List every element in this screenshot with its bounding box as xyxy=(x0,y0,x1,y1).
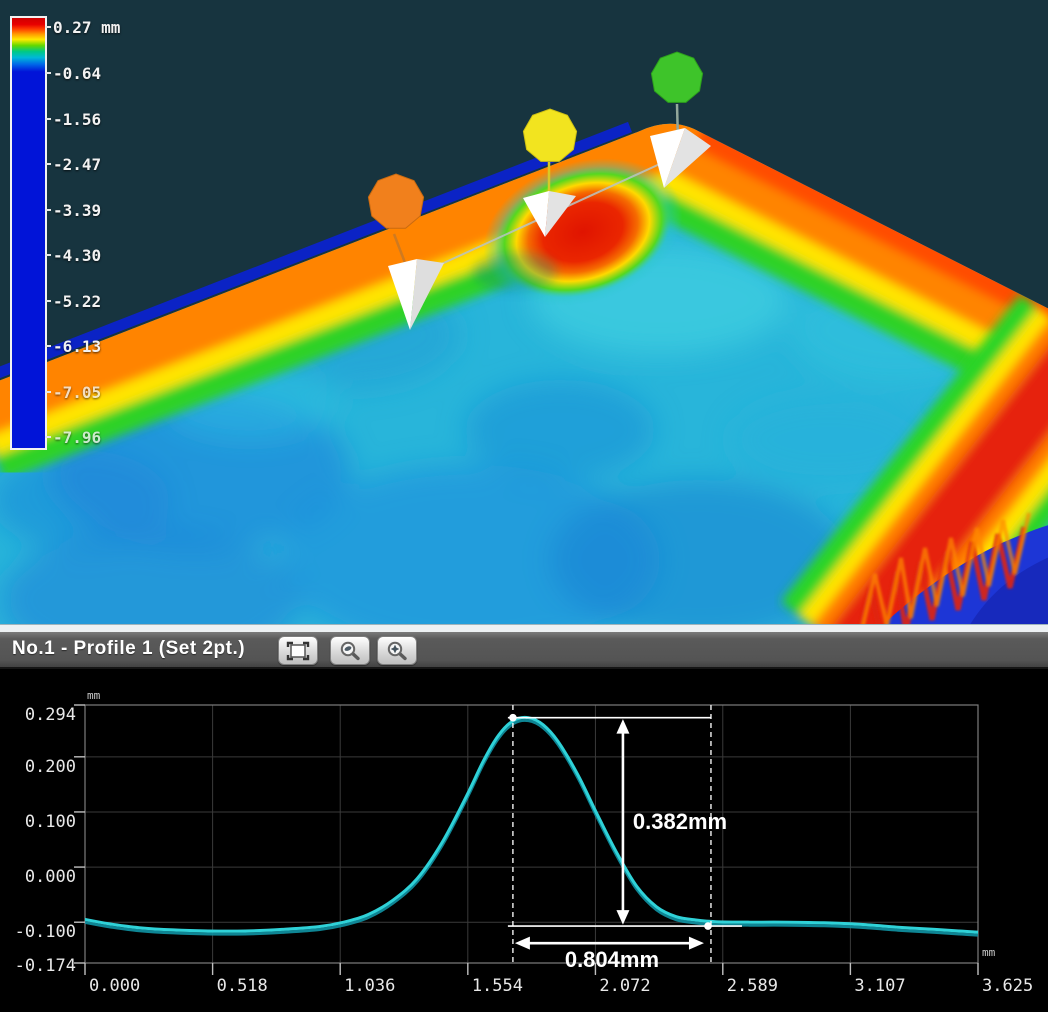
colorbar-tick-label: -0.64 xyxy=(53,64,102,83)
y-tick-label: 0.000 xyxy=(25,867,76,887)
plate-back-face-strip xyxy=(0,121,632,379)
edge-fringe xyxy=(853,512,1031,625)
marker-yellow[interactable] xyxy=(522,108,578,162)
colorbar-tick-label: -6.13 xyxy=(53,337,102,356)
measurement-pin-1[interactable] xyxy=(388,259,444,330)
colorbar-tick-label: -3.39 xyxy=(53,200,102,220)
colorbar-tick xyxy=(45,163,51,165)
colorbar-tick xyxy=(45,26,51,28)
colorbar-tick xyxy=(45,72,51,74)
height-colorbar xyxy=(10,16,47,450)
colorbar-tick-label: -7.96 xyxy=(53,428,102,447)
x-tick-label: 0.518 xyxy=(217,976,268,996)
height-measurement-label: 0.382mm xyxy=(633,809,727,834)
colorbar-tick-label: 0.27 mm xyxy=(53,18,121,37)
fit-view-icon xyxy=(286,641,310,660)
y-tick-label: 0.200 xyxy=(25,757,76,777)
edge-rainbow-bands xyxy=(0,123,1048,481)
heightmap-3d-scene xyxy=(0,51,1048,625)
chart-background xyxy=(0,669,1048,1012)
x-tick-label: 3.625 xyxy=(982,976,1033,996)
zoom-in-button[interactable] xyxy=(377,636,417,665)
x-tick-label: 2.589 xyxy=(727,976,778,996)
x-tick-label: 3.107 xyxy=(854,976,905,996)
axis-ticks xyxy=(74,704,979,975)
zoom-in-icon xyxy=(387,641,407,660)
colorbar-tick-label: -1.56 xyxy=(53,109,102,129)
base-plane-blue xyxy=(856,516,1048,625)
colorbar-tick xyxy=(45,299,51,302)
y-unit-label: mm xyxy=(87,689,101,702)
profile-window-titlebar: No.1 - Profile 1 (Set 2pt.) xyxy=(0,632,1048,669)
viewer-3d[interactable]: 0.27 mm -0.64 -1.56 -2.47 -3.39 -4.30 -5.22 -6.… xyxy=(0,0,1048,625)
y-tick-label: 0.294 xyxy=(25,705,76,725)
colorbar-tick xyxy=(45,436,51,438)
colorbar-tick-label: -2.47 xyxy=(53,155,102,174)
y-tick-label: -0.174 xyxy=(15,956,76,976)
x-unit-label: mm xyxy=(982,946,996,959)
y-tick-label: 0.100 xyxy=(25,812,76,832)
colorbar-tick xyxy=(45,254,51,256)
fit-view-button[interactable] xyxy=(278,636,318,665)
x-tick-label: 0.000 xyxy=(89,976,140,996)
colorbar-tick xyxy=(45,345,51,347)
profile-curve xyxy=(85,715,978,937)
colorbar-tick-label: -5.22 xyxy=(53,291,102,311)
marker-green[interactable] xyxy=(650,51,704,103)
window-divider xyxy=(0,624,1048,632)
colorbar-tick xyxy=(45,208,51,211)
x-tick-label: 1.554 xyxy=(472,976,523,996)
measurement-annotations: 0.382mm 0.804mm xyxy=(507,705,742,972)
plate-surface xyxy=(0,123,1048,625)
zoom-out-button[interactable] xyxy=(330,636,370,665)
colorbar-tick-label: -4.30 xyxy=(53,246,102,265)
near-edge-bands xyxy=(781,293,1048,625)
colorbar-tick-label: -7.05 xyxy=(53,382,102,402)
y-tick-label: -0.100 xyxy=(15,922,76,942)
profile-chart[interactable]: 0.000 0.518 1.036 1.554 2.072 2.589 3.107 3.625… xyxy=(0,669,1048,1012)
marker-orange[interactable] xyxy=(367,173,425,229)
zoom-out-icon xyxy=(340,641,360,660)
axis-tick-labels: 0.000 0.518 1.036 1.554 2.072 2.589 3.107 3.625… xyxy=(15,705,1034,996)
x-tick-label: 2.072 xyxy=(599,976,650,996)
measurement-pin-2[interactable] xyxy=(523,191,576,237)
measurement-pin-3[interactable] xyxy=(650,128,711,188)
colorbar-tick xyxy=(45,390,51,393)
plot-frame xyxy=(84,704,979,964)
profile-window-title: No.1 - Profile 1 (Set 2pt.) xyxy=(12,638,246,659)
width-measurement-label: 0.804mm xyxy=(565,947,659,972)
profile-curve-line xyxy=(85,715,978,934)
x-tick-label: 1.036 xyxy=(344,976,395,996)
colorbar-tick xyxy=(45,117,51,120)
profile-curve-shadow xyxy=(85,718,978,937)
